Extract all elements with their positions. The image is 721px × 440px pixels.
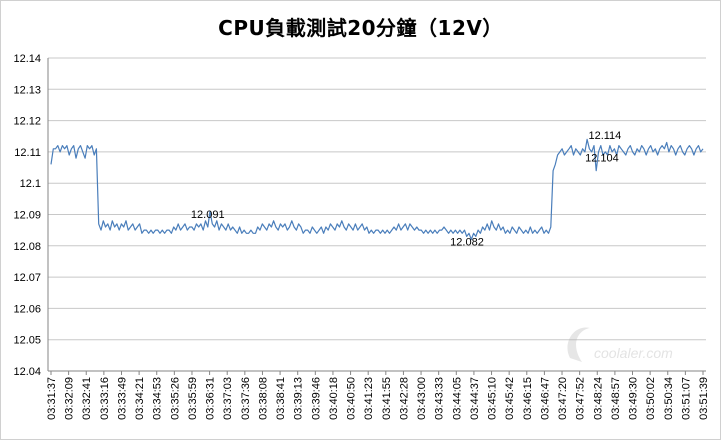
watermark-logo: coolaler.com xyxy=(567,327,673,362)
x-tick-label: 03:46:47 xyxy=(539,377,551,420)
x-tick-label: 03:32:09 xyxy=(64,377,76,420)
x-tick-label: 03:40:50 xyxy=(346,377,358,420)
x-tick-label: 03:45:10 xyxy=(487,377,499,420)
x-tick-label: 03:40:18 xyxy=(328,377,340,420)
x-tick-label: 03:39:46 xyxy=(310,377,322,420)
x-tick-label: 03:51:39 xyxy=(698,377,710,420)
x-tick-label: 03:31:37 xyxy=(46,377,58,420)
x-tick-label: 03:47:52 xyxy=(575,377,587,420)
series-line xyxy=(50,138,704,241)
x-tick-label: 03:43:33 xyxy=(434,377,446,420)
x-tick-label: 03:36:31 xyxy=(205,377,217,420)
y-tick-label: 12.06 xyxy=(13,303,41,315)
x-tick-label: 03:34:53 xyxy=(152,377,164,420)
x-tick-label: 03:44:37 xyxy=(469,377,481,420)
data-labels: 12.091 12.082 12.114 12.104 xyxy=(191,130,621,248)
x-tick-label: 03:32:41 xyxy=(81,377,93,420)
x-tick-label: 03:38:08 xyxy=(257,377,269,420)
y-tick-label: 12.04 xyxy=(13,366,41,378)
x-tick-label: 03:42:28 xyxy=(398,377,410,420)
x-tick-label: 03:34:21 xyxy=(134,377,146,420)
y-tick-labels: 12.14 12.13 12.12 12.11 12.1 12.09 12.08 12.07 1… xyxy=(13,53,41,378)
x-tick-label: 03:49:30 xyxy=(628,377,640,420)
x-tick-label: 03:50:34 xyxy=(663,377,675,420)
y-tick-label: 12.09 xyxy=(13,210,41,222)
y-tick-label: 12.11 xyxy=(14,147,41,159)
x-tick-label: 03:45:42 xyxy=(504,377,516,420)
y-tick-label: 12.13 xyxy=(13,84,41,96)
x-tick-label: 03:50:02 xyxy=(645,377,657,420)
data-label: 12.082 xyxy=(450,236,484,248)
axes xyxy=(47,58,706,375)
x-tick-label: 03:41:55 xyxy=(381,377,393,420)
x-tick-label: 03:35:59 xyxy=(187,377,199,420)
y-tick-label: 12.08 xyxy=(13,241,41,253)
y-tick-label: 12.12 xyxy=(13,116,41,128)
grid-lines xyxy=(48,57,706,372)
x-tick-label: 03:44:05 xyxy=(451,377,463,420)
y-tick-label: 12.05 xyxy=(13,335,41,347)
x-tick-label: 03:37:03 xyxy=(222,377,234,420)
series-layer xyxy=(50,138,704,241)
watermark-swirl-icon xyxy=(567,327,590,362)
watermark-text: coolaler.com xyxy=(594,345,673,361)
data-label: 12.091 xyxy=(191,209,225,221)
x-tick-label: 03:48:24 xyxy=(592,377,604,420)
y-tick-label: 12.07 xyxy=(13,272,41,284)
x-tick-label: 03:51:07 xyxy=(680,377,692,420)
x-tick-label: 03:41:23 xyxy=(363,377,375,420)
x-tick-label: 03:37:36 xyxy=(240,377,252,420)
data-label: 12.114 xyxy=(588,130,621,142)
x-tick-label: 03:39:13 xyxy=(293,377,305,420)
x-tick-label: 03:43:00 xyxy=(416,377,428,420)
x-tick-label: 03:47:20 xyxy=(557,377,569,420)
y-tick-label: 12.1 xyxy=(20,178,41,190)
x-tick-label: 03:46:15 xyxy=(522,377,534,420)
x-tick-label: 03:48:57 xyxy=(610,377,622,420)
y-tick-label: 12.14 xyxy=(13,53,41,65)
x-tick-label: 03:33:16 xyxy=(99,377,111,420)
x-tick-labels: 03:31:37 03:32:09 03:32:41 03:33:16 03:33:49… xyxy=(46,377,710,420)
data-label: 12.104 xyxy=(585,153,619,165)
x-tick-label: 03:38:41 xyxy=(275,377,287,420)
x-tick-label: 03:35:26 xyxy=(169,377,181,420)
chart-title: CPU負載測試20分鐘（12V） xyxy=(218,16,503,40)
x-tick-label: 03:33:49 xyxy=(116,377,128,420)
